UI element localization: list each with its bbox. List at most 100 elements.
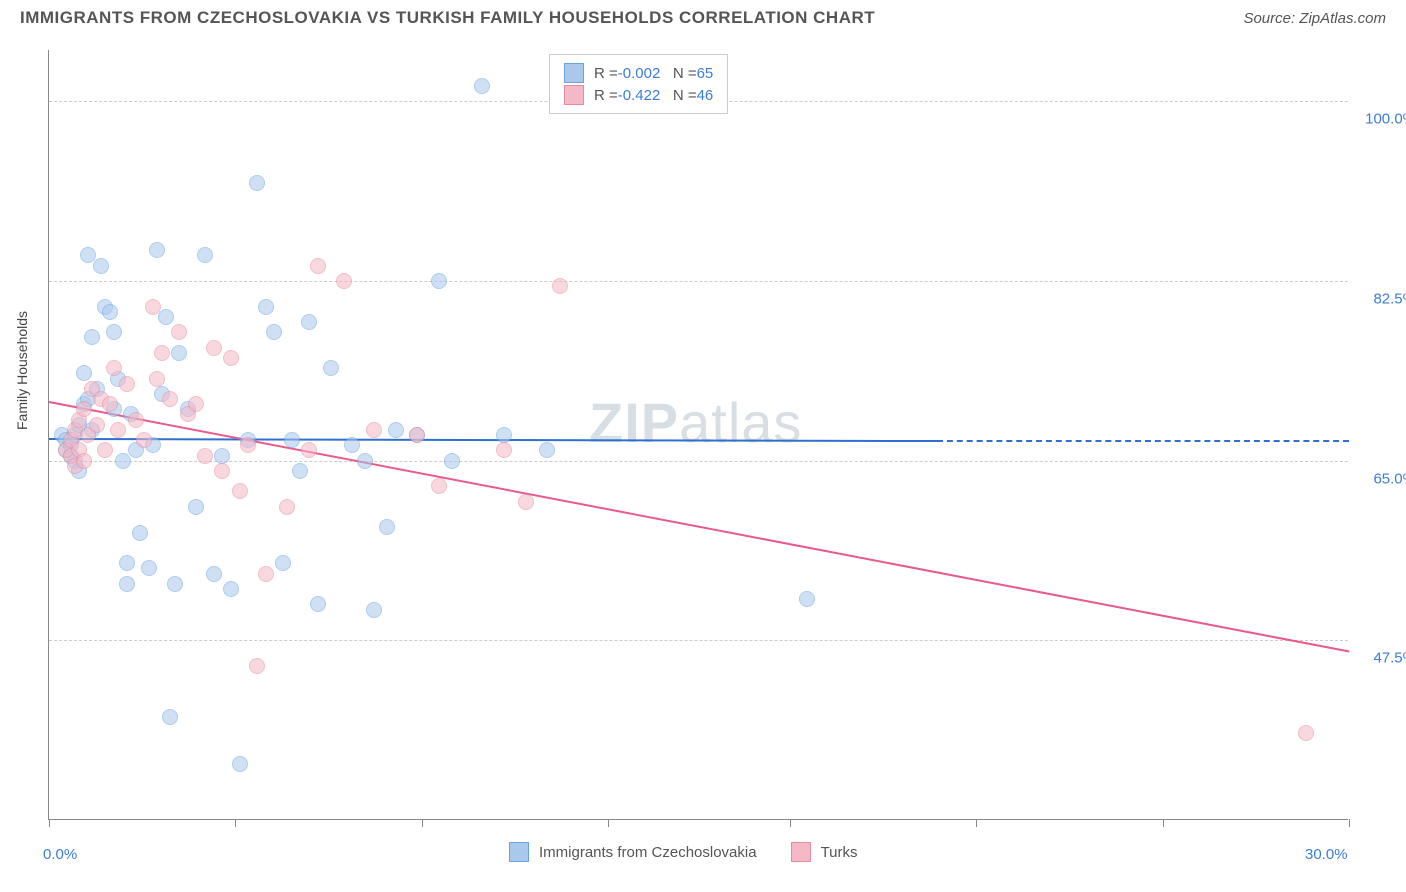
x-tick-label: 30.0%: [1305, 846, 1348, 863]
data-point: [136, 432, 152, 448]
trendline: [49, 438, 937, 442]
gridline: [49, 461, 1348, 462]
data-point: [188, 499, 204, 515]
x-tick: [49, 819, 50, 827]
data-point: [132, 525, 148, 541]
legend-swatch: [791, 842, 811, 862]
data-point: [206, 340, 222, 356]
data-point: [158, 309, 174, 325]
data-point: [76, 453, 92, 469]
data-point: [232, 756, 248, 772]
data-point: [444, 453, 460, 469]
data-point: [275, 555, 291, 571]
legend-stats: R = -0.002 N = 65R = -0.422 N = 46: [549, 54, 728, 114]
data-point: [366, 602, 382, 618]
y-tick-label: 47.5%: [1356, 650, 1406, 667]
data-point: [539, 442, 555, 458]
data-point: [128, 412, 144, 428]
data-point: [119, 376, 135, 392]
data-point: [214, 448, 230, 464]
data-point: [240, 437, 256, 453]
data-point: [474, 78, 490, 94]
data-point: [1298, 725, 1314, 741]
data-point: [145, 299, 161, 315]
x-tick: [235, 819, 236, 827]
data-point: [102, 304, 118, 320]
x-tick: [422, 819, 423, 827]
data-point: [388, 422, 404, 438]
data-point: [76, 401, 92, 417]
data-point: [141, 560, 157, 576]
data-point: [167, 576, 183, 592]
scatter-chart: ZIPatlas 47.5%65.0%82.5%100.0%0.0%30.0%R…: [48, 50, 1348, 820]
data-point: [310, 258, 326, 274]
chart-title: IMMIGRANTS FROM CZECHOSLOVAKIA VS TURKIS…: [20, 8, 875, 28]
legend-label: Turks: [821, 844, 858, 861]
data-point: [258, 566, 274, 582]
trendline-dash: [937, 440, 1349, 442]
data-point: [149, 371, 165, 387]
legend-series: Immigrants from CzechoslovakiaTurks: [509, 842, 882, 862]
data-point: [110, 422, 126, 438]
legend-swatch: [564, 85, 584, 105]
data-point: [249, 658, 265, 674]
data-point: [106, 360, 122, 376]
data-point: [279, 499, 295, 515]
data-point: [223, 581, 239, 597]
legend-swatch: [509, 842, 529, 862]
data-point: [171, 324, 187, 340]
data-point: [106, 324, 122, 340]
chart-header: IMMIGRANTS FROM CZECHOSLOVAKIA VS TURKIS…: [0, 0, 1406, 32]
x-tick: [790, 819, 791, 827]
data-point: [154, 345, 170, 361]
data-point: [232, 483, 248, 499]
data-point: [197, 448, 213, 464]
data-point: [496, 442, 512, 458]
data-point: [284, 432, 300, 448]
x-tick: [1349, 819, 1350, 827]
data-point: [197, 247, 213, 263]
data-point: [336, 273, 352, 289]
data-point: [518, 494, 534, 510]
x-tick: [976, 819, 977, 827]
data-point: [89, 417, 105, 433]
data-point: [97, 442, 113, 458]
data-point: [431, 478, 447, 494]
y-tick-label: 82.5%: [1356, 291, 1406, 308]
data-point: [162, 391, 178, 407]
data-point: [310, 596, 326, 612]
data-point: [379, 519, 395, 535]
data-point: [214, 463, 230, 479]
data-point: [84, 329, 100, 345]
data-point: [258, 299, 274, 315]
data-point: [223, 350, 239, 366]
data-point: [119, 555, 135, 571]
y-tick-label: 65.0%: [1356, 470, 1406, 487]
data-point: [206, 566, 222, 582]
data-point: [409, 427, 425, 443]
data-point: [102, 396, 118, 412]
gridline: [49, 640, 1348, 641]
data-point: [292, 463, 308, 479]
legend-swatch: [564, 63, 584, 83]
data-point: [188, 396, 204, 412]
y-axis-label: Family Households: [14, 311, 30, 430]
data-point: [266, 324, 282, 340]
gridline: [49, 281, 1348, 282]
data-point: [301, 442, 317, 458]
watermark: ZIPatlas: [589, 390, 802, 455]
data-point: [171, 345, 187, 361]
data-point: [431, 273, 447, 289]
data-point: [366, 422, 382, 438]
data-point: [119, 576, 135, 592]
data-point: [249, 175, 265, 191]
data-point: [552, 278, 568, 294]
chart-source: Source: ZipAtlas.com: [1243, 10, 1386, 27]
data-point: [301, 314, 317, 330]
data-point: [162, 709, 178, 725]
data-point: [323, 360, 339, 376]
data-point: [149, 242, 165, 258]
x-tick-label: 0.0%: [43, 846, 77, 863]
data-point: [344, 437, 360, 453]
data-point: [93, 258, 109, 274]
